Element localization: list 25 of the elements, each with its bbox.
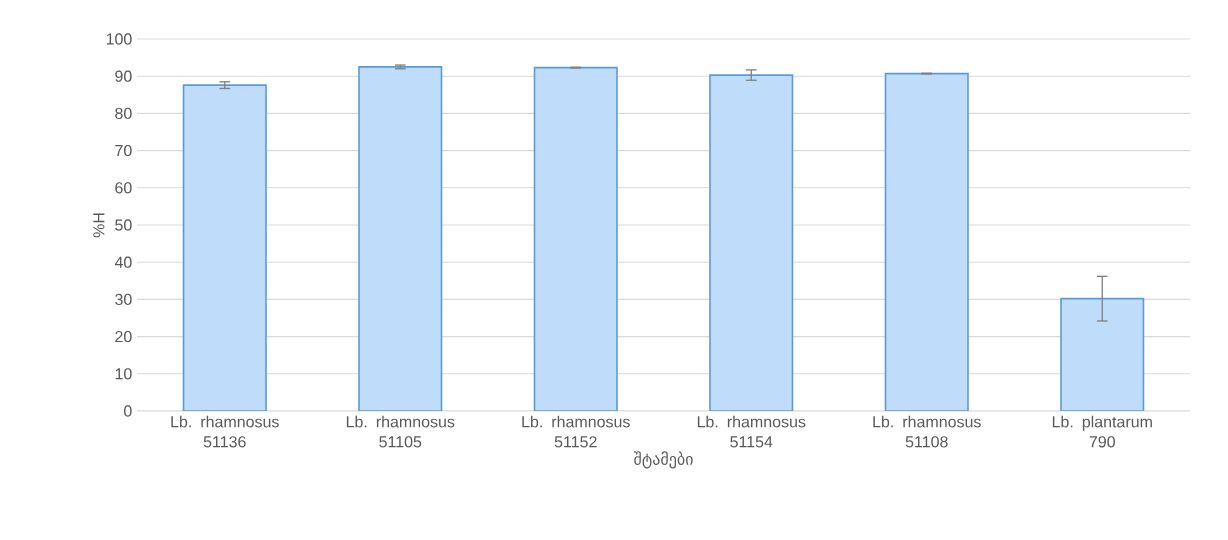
x-tick-label: Lb. rhamnosus 51105 <box>346 415 455 448</box>
bar <box>182 84 267 411</box>
x-tick-label: Lb. rhamnosus 51108 <box>873 415 981 448</box>
y-tick-label: 20 <box>115 330 132 343</box>
y-tick-label: 30 <box>115 293 132 306</box>
x-axis-title: შტამები <box>634 451 693 469</box>
y-tick-label: 40 <box>114 256 132 268</box>
y-tick-label: 90 <box>115 70 132 82</box>
y-tick-label: 70 <box>115 144 132 157</box>
y-tick-label: 100 <box>106 33 132 45</box>
x-tick-label: Lb. rhamnosus 51152 <box>522 415 630 448</box>
bar <box>533 66 618 411</box>
y-tick-label: 80 <box>115 107 132 120</box>
y-axis-title: %H <box>93 213 105 238</box>
x-tick-label: Lb. rhamnosus 51154 <box>697 415 806 448</box>
y-tick-label: 50 <box>115 219 132 231</box>
x-tick-label: Lb. plantarum 790 <box>1052 415 1152 448</box>
bar <box>709 74 794 411</box>
y-tick-label: 0 <box>124 405 132 417</box>
bar <box>1060 297 1145 411</box>
x-tick-label: Lb. rhamnosus 51136 <box>171 415 279 448</box>
y-tick-label: 60 <box>115 182 132 194</box>
bar <box>884 72 969 411</box>
y-tick-label: 10 <box>115 368 132 380</box>
bar <box>358 66 443 411</box>
